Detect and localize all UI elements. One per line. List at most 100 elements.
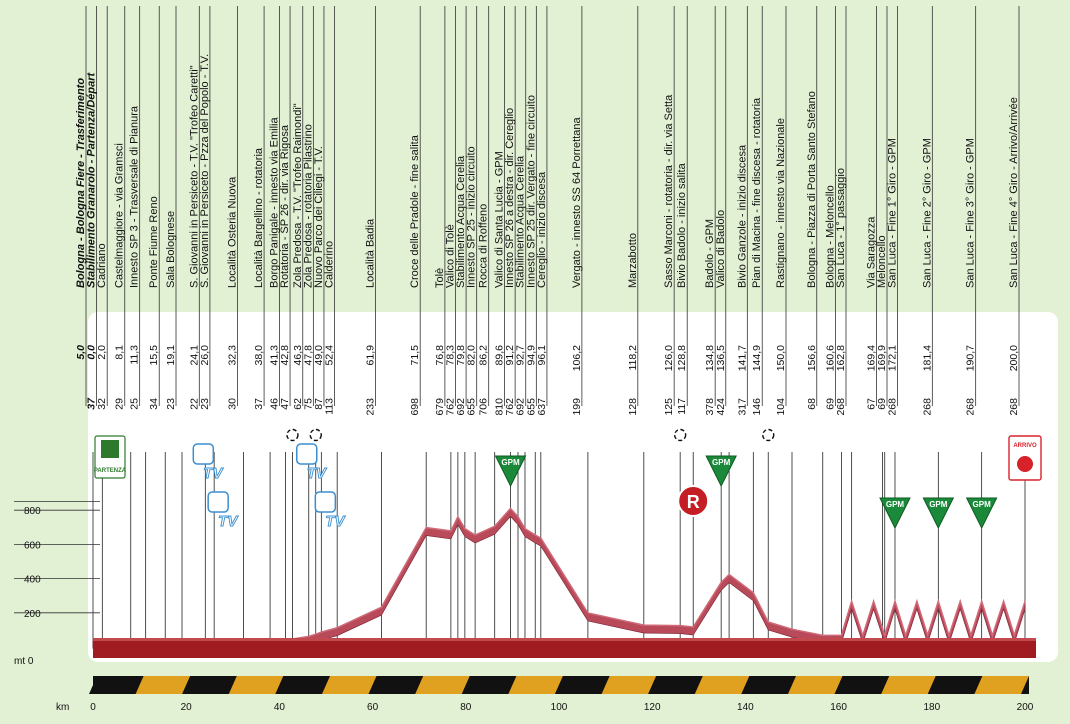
waypoint-altitude: 692 [455,398,467,416]
tv-label: TV [203,465,224,482]
tv-camera-icon [207,491,229,513]
waypoint-name: San Luca - Fine 2° Giro - GPM [921,138,933,288]
waypoint-name: Sala Bolognese [165,211,177,288]
waypoint-altitude: 199 [571,398,583,416]
waypoint-altitude: 698 [409,398,421,416]
waypoint-altitude: 679 [434,398,446,416]
gpm-marker [879,497,911,530]
waypoint-km: 136,5 [715,345,727,371]
waypoint-altitude: 22 [188,398,200,410]
tv-label: TV [325,513,346,530]
waypoint-km: 141,7 [736,345,748,371]
checkered-flag-icon [101,440,119,458]
waypoint-altitude: 268 [921,398,933,416]
km-bar-segment [741,676,796,694]
waypoint-altitude: 62 [292,398,304,410]
waypoint-km: 128,8 [676,345,688,371]
waypoint-altitude: 146 [751,398,763,416]
waypoint-altitude: 233 [364,398,376,416]
waypoint-altitude: 268 [887,398,899,416]
waypoint-name: Calderino [324,241,336,288]
km-bar-segment [555,676,610,694]
km-bar-segment [788,676,843,694]
waypoint-km: 106,2 [571,345,583,371]
waypoint-name: Pian di Macina - fine discesa - rotatori… [751,97,763,288]
gpm-label: GPM [973,500,992,509]
waypoint-km: 118,2 [627,345,639,371]
waypoint-name: Innesto SP 25 dir. Vergato - fine circui… [525,95,537,288]
waypoint-altitude: 810 [494,398,506,416]
waypoint-name: Meloncello [876,235,888,288]
gpm-label: GPM [712,458,731,467]
x-tick-label: 140 [737,702,754,713]
waypoint-km: 172,1 [887,345,899,371]
waypoint-name: Rocca di Roffeno [478,204,490,288]
tv-camera-icon [314,491,337,513]
waypoint-altitude: 46 [268,398,280,410]
roundabout-icon [762,428,775,442]
x-axis-label: km [56,702,69,713]
x-tick-label: 160 [830,702,847,713]
gpm-label: GPM [929,500,948,509]
waypoint-km: 169,4 [865,345,877,371]
waypoint-altitude: 424 [715,398,727,416]
waypoint-name: S. Giovanni in Persiceto - T.V. "Trofeo … [188,65,200,288]
waypoint-name: Innesto SP 26 a destra - dir. Cereglio [504,108,516,288]
waypoint-name: Località Badia [364,218,376,288]
waypoint-name: San Luca - Fine 1° Giro - GPM [887,138,899,288]
gpm-marker [705,455,737,488]
waypoint-altitude: 128 [627,398,639,416]
waypoint-km: 5,0 [75,345,87,360]
waypoint-altitude: 69 [824,398,836,410]
refuel-marker [677,485,710,517]
waypoint-altitude: 268 [965,398,977,416]
waypoint-km: 24,1 [188,345,200,366]
waypoint-altitude: 637 [536,398,548,416]
km-bar-segment [182,676,237,694]
waypoint-km: 46,3 [292,345,304,366]
km-bar-segment [974,676,1029,694]
x-tick-label: 120 [644,702,661,713]
waypoint-altitude: 67 [865,398,877,410]
waypoint-altitude: 47 [279,398,291,410]
waypoint-altitude: 30 [227,398,239,410]
waypoint-km: 150,0 [775,345,787,371]
waypoint-name: Bivio Ganzole - inizio discesa [736,144,748,288]
waypoint-name: Bologna - Piazza di Porta Santo Stefano [806,91,818,288]
waypoint-km: 144,9 [751,345,763,371]
waypoint-altitude: 762 [504,398,516,416]
waypoint-km: 52,4 [324,345,336,366]
waypoint-km: 76,8 [434,345,446,366]
base-slab-edge [93,638,1036,641]
waypoint-name: Ponte Fiume Reno [148,196,160,288]
waypoint-altitude: 378 [704,398,716,416]
waypoint-name: San Luca - Fine 4° Giro - Arrivo/Arrivée [1008,97,1020,288]
waypoint-km: 92,7 [515,345,527,366]
waypoint-name: Valico di Tolè [444,224,456,288]
waypoint-km: 126,0 [663,345,675,371]
waypoint-km: 86,2 [478,345,490,366]
x-tick-label: 60 [367,702,379,713]
waypoint-name: Innesto SP 25 - inizio circuito [466,146,478,288]
waypoint-km: 19,1 [165,345,177,366]
x-tick-label: 200 [1017,702,1034,713]
km-bar-segment [461,676,517,694]
waypoint-altitude: 37 [253,398,265,410]
waypoint-name: Innesto SP 3 - Trasversale di Pianura [129,105,141,288]
waypoint-km: 49,0 [313,345,325,366]
waypoint-km: 78,3 [444,345,456,366]
waypoint-km: 38,0 [253,345,265,366]
tv-label: TV [307,465,328,482]
km-bar-segment [927,676,983,694]
waypoint-km: 96,1 [536,345,548,366]
waypoint-km: 82,0 [466,345,478,366]
waypoint-name: Valico di Santa Lucia - GPM [494,151,506,288]
km-bar-segment [322,676,377,694]
waypoint-name: Bologna - Bologna Fiere - Trasferimento [75,78,87,288]
gpm-marker [965,497,998,530]
waypoint-name: Vergato - innesto SS 64 Porrettana [571,117,583,288]
start-label: PARTENZA [94,468,127,474]
waypoint-km: 11,3 [129,345,141,365]
tv-camera-icon [192,443,215,465]
